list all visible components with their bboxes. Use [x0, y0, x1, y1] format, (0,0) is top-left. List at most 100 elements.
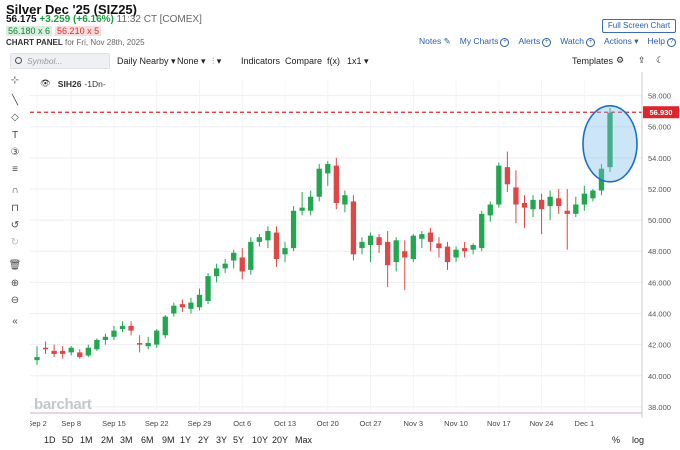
candle-body: [359, 241, 365, 249]
range-2m-button[interactable]: 2M: [101, 435, 114, 445]
settings-gear-icon[interactable]: ⚙: [616, 55, 625, 65]
symbol-search-input[interactable]: Symbol...: [10, 53, 110, 69]
candle-body: [102, 336, 109, 340]
dark-mode-icon[interactable]: ☾: [656, 55, 665, 65]
range-6m-button[interactable]: 6M: [141, 435, 154, 445]
collapse-sidebar-icon[interactable]: «: [12, 316, 18, 327]
my-charts-link[interactable]: My Charts +: [460, 36, 510, 47]
range-2y-button[interactable]: 2Y: [198, 435, 210, 445]
candle-body: [547, 196, 553, 207]
function-button[interactable]: f(x): [327, 56, 340, 66]
layout-dropdown[interactable]: 1x1 ▾: [347, 56, 369, 67]
zoom-out-icon[interactable]: ⊖: [10, 295, 20, 306]
x-tick-label: Sep 15: [102, 419, 126, 428]
x-tick-label: Nov 10: [444, 419, 468, 428]
crosshair-icon[interactable]: ⊹: [10, 75, 20, 86]
candle-body: [308, 196, 314, 211]
candle-body: [419, 234, 425, 239]
layout-label: 1x1: [347, 56, 362, 66]
candle-body: [350, 201, 357, 255]
barchart-watermark: barchart: [34, 396, 92, 413]
candle-body: [231, 252, 237, 261]
range-5d-button[interactable]: 5D: [62, 435, 74, 445]
range-1y-button[interactable]: 1Y: [180, 435, 192, 445]
actions-menu[interactable]: Actions ▾: [604, 36, 639, 47]
panel-date: for Fri, Nov 28th, 2025: [64, 38, 145, 47]
ask-badge: 56.210 x 5: [55, 26, 102, 36]
candle-body: [470, 245, 476, 250]
candle-body: [393, 240, 399, 263]
alerts-link[interactable]: Alerts +: [518, 36, 552, 47]
candle-body: [77, 352, 83, 358]
range-max-button[interactable]: Max: [295, 435, 313, 445]
range-1m-button[interactable]: 1M: [80, 435, 93, 445]
y-tick-label: 52.000: [648, 185, 671, 194]
chart-type-button[interactable]: ⫶ ▾: [212, 56, 221, 67]
bid-ask: 56.180 x 6 56.210 x 5: [6, 26, 102, 36]
y-tick-label: 42.000: [648, 341, 671, 350]
range-1d-button[interactable]: 1D: [44, 435, 56, 445]
notes-link[interactable]: Notes ✎: [419, 36, 451, 47]
text-tool-icon[interactable]: T: [11, 130, 19, 141]
candle-body: [42, 347, 49, 350]
chart-panel-label: CHART PANEL for Fri, Nov 28th, 2025: [6, 38, 145, 47]
help-link[interactable]: Help?: [648, 36, 676, 47]
plus-circle-icon: +: [500, 37, 510, 47]
share-icon[interactable]: ⇪: [638, 55, 646, 65]
period-dropdown[interactable]: Daily Nearby ▾: [117, 56, 176, 67]
range-5y-button[interactable]: 5Y: [233, 435, 245, 445]
watch-link[interactable]: Watch +: [560, 36, 595, 47]
range-10y-button[interactable]: 10Y: [252, 435, 269, 445]
full-screen-chart-button[interactable]: Full Screen Chart: [602, 19, 676, 33]
x-tick-label: Nov 3: [404, 419, 424, 428]
indicators-button[interactable]: Indicators: [241, 56, 281, 66]
candle-body: [342, 195, 348, 205]
caret-down-icon: ▾: [364, 56, 369, 66]
candle-body: [179, 304, 186, 308]
candle-body: [196, 294, 203, 308]
range-3y-button[interactable]: 3Y: [216, 435, 228, 445]
range-20y-button[interactable]: 20Y: [272, 435, 289, 445]
x-tick-label: Oct 6: [233, 419, 251, 428]
x-tick-label: Sep 29: [188, 419, 212, 428]
candle-body: [299, 207, 305, 211]
candle-body: [222, 263, 228, 269]
range-9m-button[interactable]: 9M: [162, 435, 175, 445]
log-scale-button[interactable]: log: [632, 435, 645, 445]
header-links: Notes ✎ My Charts + Alerts + Watch + Action…: [419, 36, 676, 47]
candle-body: [205, 276, 211, 302]
candle-body: [162, 316, 168, 336]
highlight-ellipse: [582, 105, 638, 183]
quote-line: 56.175 +3.259 (+6.16%) 11:32 CT [COMEX]: [6, 14, 202, 25]
fibonacci-icon[interactable]: ≡: [12, 164, 18, 175]
shape-tool-icon[interactable]: ◇: [11, 112, 19, 123]
study-dropdown[interactable]: None ▾: [177, 56, 206, 67]
actions-label: Actions: [603, 36, 632, 46]
lock-icon[interactable]: ⊓: [11, 203, 19, 214]
candle-body: [136, 343, 143, 345]
percent-scale-button[interactable]: %: [612, 435, 621, 445]
zoom-in-icon[interactable]: ⊕: [10, 278, 20, 289]
candle-body: [265, 230, 271, 241]
candle-body: [402, 251, 408, 258]
candle-body: [453, 249, 459, 258]
range-3m-button[interactable]: 3M: [120, 435, 133, 445]
legend-period: -1Dn-: [84, 78, 106, 89]
x-tick-label: Dec 1: [575, 419, 595, 428]
trash-icon[interactable]: 🗑: [8, 260, 22, 271]
elliott-wave-icon[interactable]: ③: [10, 147, 20, 158]
eye-icon[interactable]: 👁: [40, 78, 51, 88]
candle-body: [367, 235, 374, 245]
candle-body: [68, 347, 74, 353]
line-tool-icon[interactable]: ╲: [11, 95, 19, 106]
price-chart[interactable]: 56.930 38.000 40.000 42.000 44.000 46.000 48.…: [27, 72, 680, 430]
compare-button[interactable]: Compare: [285, 56, 323, 66]
candle-body: [538, 199, 545, 210]
redo-icon[interactable]: ↻: [10, 237, 20, 248]
candle-body: [248, 241, 254, 270]
magnet-icon[interactable]: ∩: [11, 185, 19, 196]
notes-label: Notes: [419, 36, 442, 46]
templates-button[interactable]: Templates: [572, 56, 614, 66]
candle-body: [145, 343, 151, 347]
undo-icon[interactable]: ↺: [10, 220, 20, 231]
